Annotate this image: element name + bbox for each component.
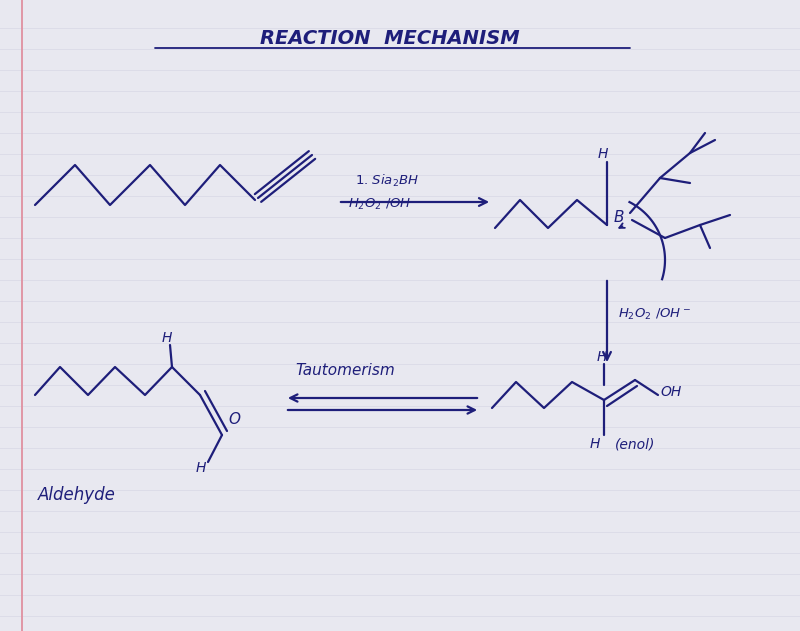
Text: H: H (590, 437, 600, 451)
Text: OH: OH (660, 385, 682, 399)
Text: H: H (597, 350, 607, 364)
Text: H: H (162, 331, 172, 345)
Text: 1. $\mathit{Sia_2BH}$: 1. $\mathit{Sia_2BH}$ (355, 173, 419, 189)
Text: H: H (598, 147, 608, 161)
Text: Tautomerism: Tautomerism (295, 363, 394, 378)
Text: Aldehyde: Aldehyde (38, 486, 116, 504)
Text: O: O (228, 413, 240, 427)
Text: REACTION  MECHANISM: REACTION MECHANISM (260, 28, 520, 47)
Text: (enol): (enol) (615, 437, 655, 451)
Text: B: B (614, 211, 625, 225)
Text: H: H (196, 461, 206, 475)
Text: $\mathit{H_2O_2}$ $\mathit{/ OH}$: $\mathit{H_2O_2}$ $\mathit{/ OH}$ (348, 197, 412, 212)
Text: $H_2O_2$ $/ OH^-$: $H_2O_2$ $/ OH^-$ (618, 307, 691, 322)
